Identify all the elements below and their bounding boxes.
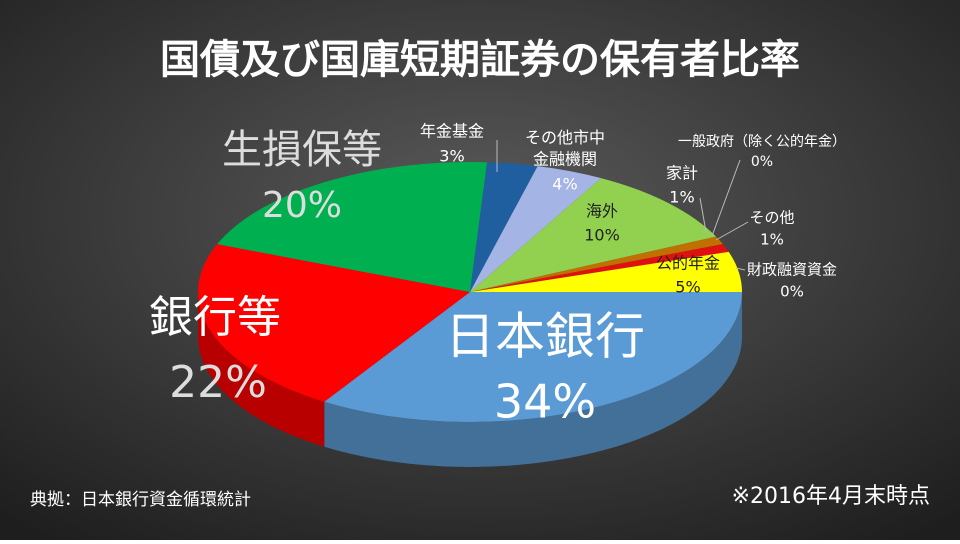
slice [470,166,602,292]
slice-label: 一般政府（除く公的年金） [678,134,846,150]
slice [217,162,488,292]
slice [470,244,729,292]
slice [198,244,471,402]
slice-value-label: 5% [675,278,700,297]
slice-value-label: 0% [780,283,804,301]
note: ※2016年4月末時点 [732,484,930,509]
chart-title: 国債及び国庫短期証券の保有者比率 [160,37,800,83]
slice-value-label: 20% [262,185,342,226]
slice [470,162,538,292]
leader-line [711,159,741,237]
slice-value-label: 3% [439,147,464,166]
source: 典拠：日本銀行資金循環統計 [30,490,251,510]
slice-label: 生損保等 [222,127,382,173]
slice-side [324,292,742,468]
slice-value-label: 1% [760,231,784,249]
slice-label: 海外 [586,202,618,221]
slice-value-label: 1% [669,188,694,207]
slice [324,292,742,422]
slice-value-label: 34% [494,375,596,429]
slice-value-label: 22% [169,357,267,408]
pie [198,162,742,468]
slice [470,251,742,292]
slice-label: 家計 [666,164,698,183]
slice-label: 財政融資資金 [747,261,837,279]
slice-side [198,292,325,447]
slice [470,178,717,292]
slice-value-label: 10% [584,226,620,245]
slice [470,236,723,292]
slice-label: 年金基金 [420,122,484,141]
slice-label: 日本銀行 [445,308,645,366]
leader-line [699,197,707,233]
leader-line [735,267,746,271]
slice-label: 銀行等 [149,292,281,343]
slice-value-label: 4% [552,175,577,194]
labels: 日本銀行 34% 銀行等 22% 生損保等 20% 年金基金 3% その他市中金融機関 4% 海外 1… [149,122,846,429]
slice-value-label: 0% [751,154,773,170]
slice-label: その他 [749,209,794,227]
slice-label: その他市中金融機関 [525,128,605,169]
slice-label: 公的年金 [656,254,720,273]
leader-line [715,221,749,241]
